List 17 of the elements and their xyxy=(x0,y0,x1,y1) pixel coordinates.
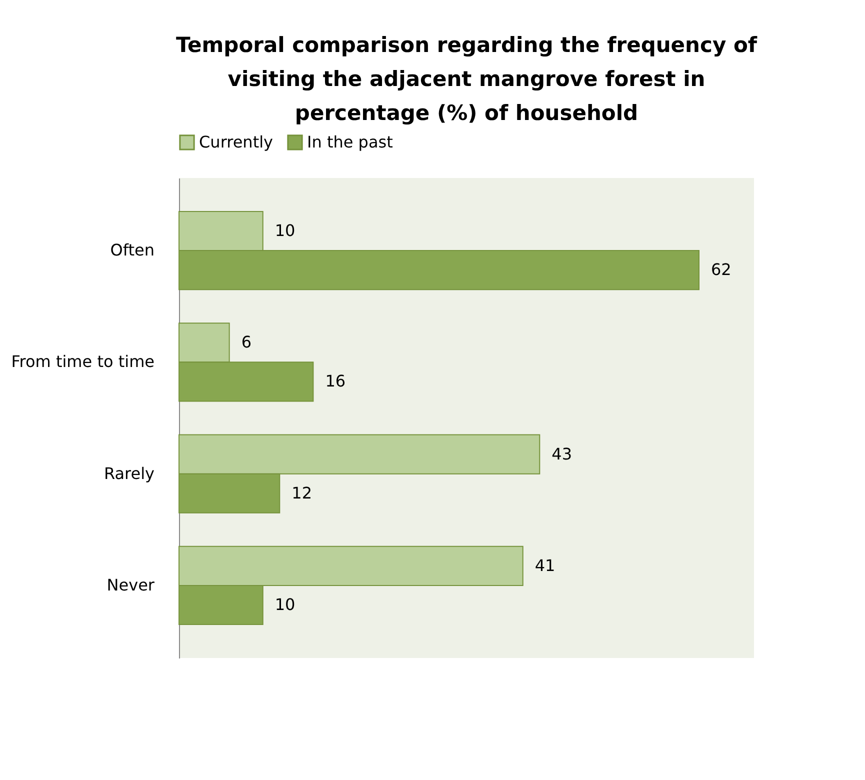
data-label: 43 xyxy=(552,444,572,464)
data-label: 62 xyxy=(711,260,732,280)
y-tick-label: From time to time xyxy=(11,352,154,372)
y-tick-label: Rarely xyxy=(104,464,154,483)
data-label: 10 xyxy=(274,221,296,240)
legend-label: In the past xyxy=(307,132,393,152)
text: percentage (%) of household xyxy=(294,101,638,125)
data-label: 6 xyxy=(241,332,252,352)
data-label: 12 xyxy=(292,483,312,502)
y-tick-label: Never xyxy=(106,575,155,594)
y-tick-label: Often xyxy=(110,240,154,260)
data-label: 41 xyxy=(534,556,556,575)
data-label: 10 xyxy=(274,594,296,614)
text: visiting the adjacent mangrove forest in xyxy=(228,67,706,91)
text: Temporal comparison regarding the frequency of xyxy=(176,33,758,57)
legend-label: Currently xyxy=(199,132,274,152)
data-label: 16 xyxy=(325,372,346,391)
